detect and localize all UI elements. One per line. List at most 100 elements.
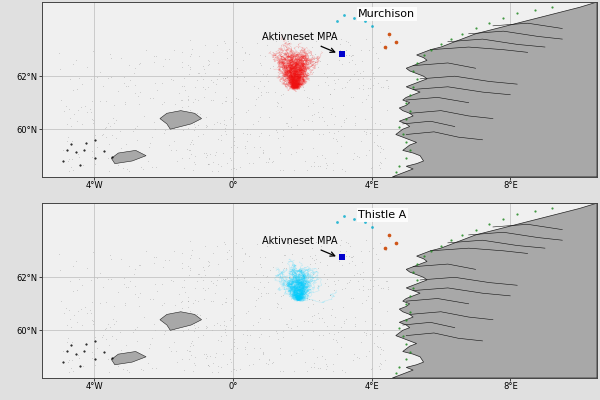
Point — [200, 242, 210, 249]
Point — [322, 122, 332, 128]
Point — [276, 92, 286, 98]
Point — [208, 327, 217, 334]
Point — [226, 154, 235, 161]
Point — [67, 123, 76, 129]
Point — [101, 134, 110, 141]
Point — [220, 98, 230, 104]
Point — [184, 297, 193, 304]
Point — [326, 90, 335, 97]
Point — [85, 106, 95, 112]
Point — [115, 329, 125, 335]
Point — [213, 60, 223, 66]
Point — [103, 120, 112, 126]
Point — [201, 154, 211, 160]
Point — [370, 340, 379, 347]
Point — [113, 88, 123, 94]
Point — [512, 9, 522, 16]
Point — [86, 277, 96, 284]
Point — [193, 310, 202, 317]
Point — [348, 156, 358, 162]
Point — [339, 334, 349, 341]
Point — [115, 128, 125, 134]
Point — [89, 318, 98, 325]
Point — [178, 328, 188, 334]
Point — [299, 288, 309, 294]
Point — [200, 70, 210, 77]
Point — [147, 335, 157, 341]
Point — [184, 272, 194, 279]
Point — [193, 298, 203, 305]
Point — [172, 348, 181, 354]
Point — [139, 112, 149, 119]
Point — [271, 290, 280, 296]
Point — [189, 120, 199, 127]
Point — [337, 166, 346, 172]
Point — [284, 40, 293, 46]
Point — [55, 66, 65, 72]
Point — [274, 301, 283, 308]
Point — [89, 117, 98, 124]
Point — [374, 298, 383, 305]
Point — [339, 320, 349, 326]
Point — [109, 102, 119, 108]
Point — [74, 153, 83, 160]
Point — [272, 328, 281, 334]
Point — [338, 253, 347, 259]
Point — [376, 350, 385, 357]
Point — [176, 298, 186, 305]
Point — [341, 52, 351, 58]
Point — [149, 320, 158, 327]
Point — [359, 269, 368, 276]
Point — [184, 125, 193, 132]
Point — [208, 48, 218, 55]
Point — [187, 338, 197, 344]
Point — [203, 123, 212, 129]
Point — [241, 344, 250, 350]
Point — [229, 343, 238, 349]
Point — [230, 149, 239, 156]
Point — [160, 130, 169, 136]
Point — [339, 12, 349, 18]
Point — [89, 351, 99, 357]
Point — [251, 271, 260, 277]
Point — [87, 153, 97, 160]
Point — [349, 149, 358, 156]
Point — [374, 64, 383, 70]
Point — [292, 276, 302, 282]
Point — [235, 164, 245, 170]
Point — [261, 89, 271, 95]
Point — [328, 160, 338, 166]
Point — [314, 114, 324, 120]
Point — [95, 299, 104, 306]
Point — [374, 80, 383, 87]
Point — [133, 93, 143, 99]
Point — [376, 160, 386, 166]
Point — [307, 118, 317, 124]
Point — [230, 322, 239, 328]
Point — [95, 270, 104, 276]
Point — [365, 286, 374, 292]
Point — [178, 305, 187, 311]
Point — [206, 298, 216, 304]
Point — [358, 276, 368, 282]
Point — [231, 38, 241, 45]
Point — [149, 59, 159, 66]
Point — [82, 310, 92, 316]
Point — [313, 163, 322, 170]
Point — [88, 249, 98, 255]
Point — [297, 131, 307, 137]
Point — [401, 115, 411, 122]
Point — [73, 308, 82, 314]
Point — [307, 245, 317, 251]
Point — [358, 282, 368, 289]
Point — [202, 323, 211, 329]
Point — [202, 352, 212, 359]
Point — [168, 278, 178, 284]
Point — [63, 158, 73, 164]
Point — [255, 279, 265, 286]
Point — [159, 99, 169, 105]
Point — [188, 167, 198, 174]
Point — [320, 356, 330, 362]
Point — [172, 158, 182, 164]
Point — [220, 328, 230, 335]
